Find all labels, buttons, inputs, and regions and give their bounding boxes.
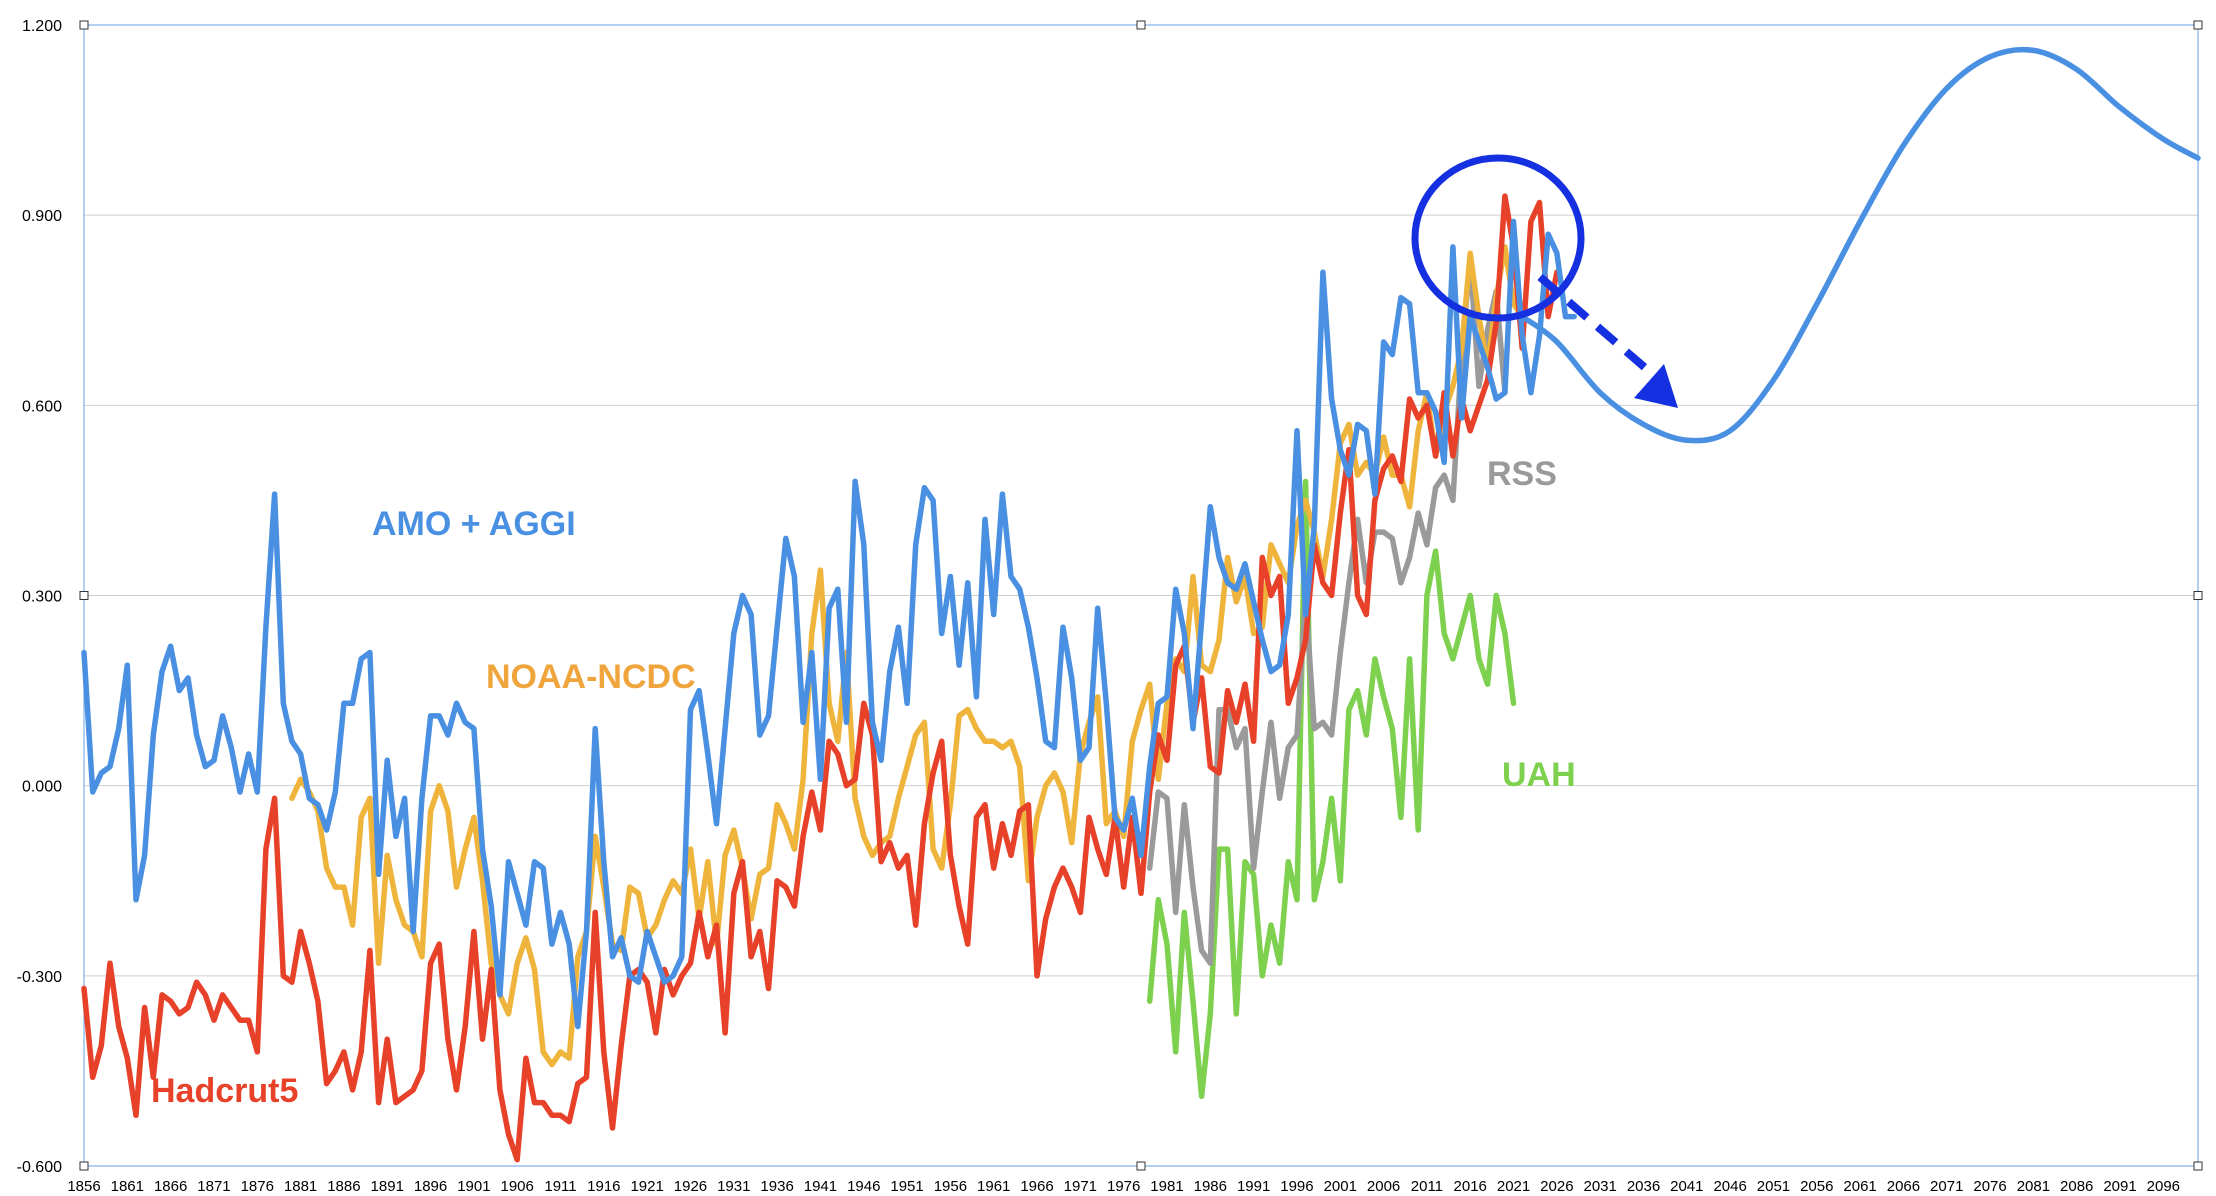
x-tick-label: 1866 [154, 1178, 187, 1195]
x-tick-label: 1991 [1237, 1178, 1270, 1195]
trend-arrow-head [1634, 364, 1678, 408]
y-axis-ticks: -0.600 -0.300 0.000 0.300 0.600 0.900 1.200 [17, 18, 62, 1176]
resize-handle[interactable] [2193, 20, 2203, 30]
annotations [1411, 154, 1678, 408]
series-line-uah [1146, 478, 1517, 1100]
x-tick-label: 2041 [1670, 1178, 1703, 1195]
selection-handles[interactable] [79, 20, 2203, 1171]
x-tick-label: 1871 [197, 1178, 230, 1195]
x-tick-label: 1946 [847, 1178, 880, 1195]
highlight-circle [1411, 154, 1585, 322]
resize-handle[interactable] [79, 20, 89, 30]
resize-handle[interactable] [1136, 20, 1146, 30]
y-tick-label: -0.300 [17, 969, 62, 986]
x-tick-label: 1996 [1280, 1178, 1313, 1195]
x-tick-label: 2061 [1843, 1178, 1876, 1195]
x-tick-label: 2066 [1887, 1178, 1920, 1195]
resize-handle[interactable] [79, 1161, 89, 1171]
x-tick-label: 2011 [1411, 1178, 1443, 1195]
x-tick-label: 2056 [1800, 1178, 1833, 1195]
y-tick-label: 0.300 [22, 589, 62, 606]
x-tick-label: 2091 [2103, 1178, 2136, 1195]
resize-handle[interactable] [79, 591, 89, 600]
series-labels: AMO + AGGI NOAA-NCDC Hadcrut5 RSS UAH [151, 455, 1576, 1110]
resize-handle[interactable] [2193, 1161, 2203, 1171]
x-tick-label: 2026 [1540, 1178, 1573, 1195]
label-noaa-ncdc: NOAA-NCDC [486, 658, 696, 696]
x-tick-label: 1951 [890, 1178, 923, 1195]
projection-line-amo-aggi [1519, 46, 2201, 444]
x-tick-label: 2016 [1454, 1178, 1487, 1195]
x-tick-label: 1891 [371, 1178, 404, 1195]
x-tick-label: 1986 [1194, 1178, 1227, 1195]
x-tick-label: 2036 [1627, 1178, 1660, 1195]
x-tick-label: 2076 [1973, 1178, 2006, 1195]
x-tick-label: 1976 [1107, 1178, 1140, 1195]
x-tick-label: 2086 [2060, 1178, 2093, 1195]
y-tick-label: 0.000 [22, 779, 62, 796]
x-tick-label: 1971 [1064, 1178, 1097, 1195]
y-tick-label: 0.900 [22, 208, 62, 225]
label-hadcrut5: Hadcrut5 [151, 1072, 298, 1110]
label-amo-aggi: AMO + AGGI [372, 505, 576, 543]
x-tick-label: 1926 [674, 1178, 707, 1195]
x-tick-label: 1921 [630, 1178, 663, 1195]
trend-arrow-shaft [1537, 273, 1653, 376]
x-axis-ticks: 1856 1861 1866 1871 1876 1881 1886 1891 1896 1901… [67, 1178, 2180, 1195]
x-tick-label: 1916 [587, 1178, 620, 1195]
x-tick-label: 2051 [1757, 1178, 1790, 1195]
x-tick-label: 1901 [457, 1178, 490, 1195]
x-tick-label: 1941 [804, 1178, 837, 1195]
label-rss: RSS [1487, 455, 1557, 493]
x-tick-label: 2006 [1367, 1178, 1400, 1195]
data-series [81, 46, 2201, 1163]
x-tick-label: 2071 [1930, 1178, 1963, 1195]
x-tick-label: 2096 [2147, 1178, 2180, 1195]
x-tick-label: 1956 [934, 1178, 967, 1195]
y-tick-label: 0.600 [22, 398, 62, 415]
x-tick-label: 1966 [1020, 1178, 1053, 1195]
gridlines [84, 24, 2198, 1167]
x-tick-label: 1856 [67, 1178, 100, 1195]
x-tick-label: 2081 [2017, 1178, 2050, 1195]
series-line-amo-aggi [81, 218, 1577, 1030]
x-tick-label: 1931 [717, 1178, 750, 1195]
x-tick-label: 1896 [414, 1178, 447, 1195]
x-tick-label: 1876 [241, 1178, 274, 1195]
x-tick-label: 1881 [284, 1178, 317, 1195]
label-uah: UAH [1502, 756, 1576, 794]
x-tick-label: 1886 [327, 1178, 360, 1195]
resize-handle[interactable] [1136, 1161, 1146, 1171]
x-tick-label: 2001 [1324, 1178, 1357, 1195]
x-tick-label: 1936 [760, 1178, 793, 1195]
series-line-rss [1146, 256, 1508, 966]
y-tick-label: 1.200 [22, 18, 62, 35]
y-tick-label: -0.600 [17, 1159, 62, 1176]
x-tick-label: 1911 [544, 1178, 576, 1195]
x-tick-label: 1961 [977, 1178, 1010, 1195]
x-tick-label: 1906 [501, 1178, 534, 1195]
x-tick-label: 1861 [111, 1178, 144, 1195]
resize-handle[interactable] [2193, 591, 2203, 600]
x-tick-label: 1981 [1150, 1178, 1183, 1195]
x-tick-label: 2031 [1584, 1178, 1617, 1195]
x-tick-label: 2021 [1497, 1178, 1530, 1195]
x-tick-label: 2046 [1713, 1178, 1746, 1195]
